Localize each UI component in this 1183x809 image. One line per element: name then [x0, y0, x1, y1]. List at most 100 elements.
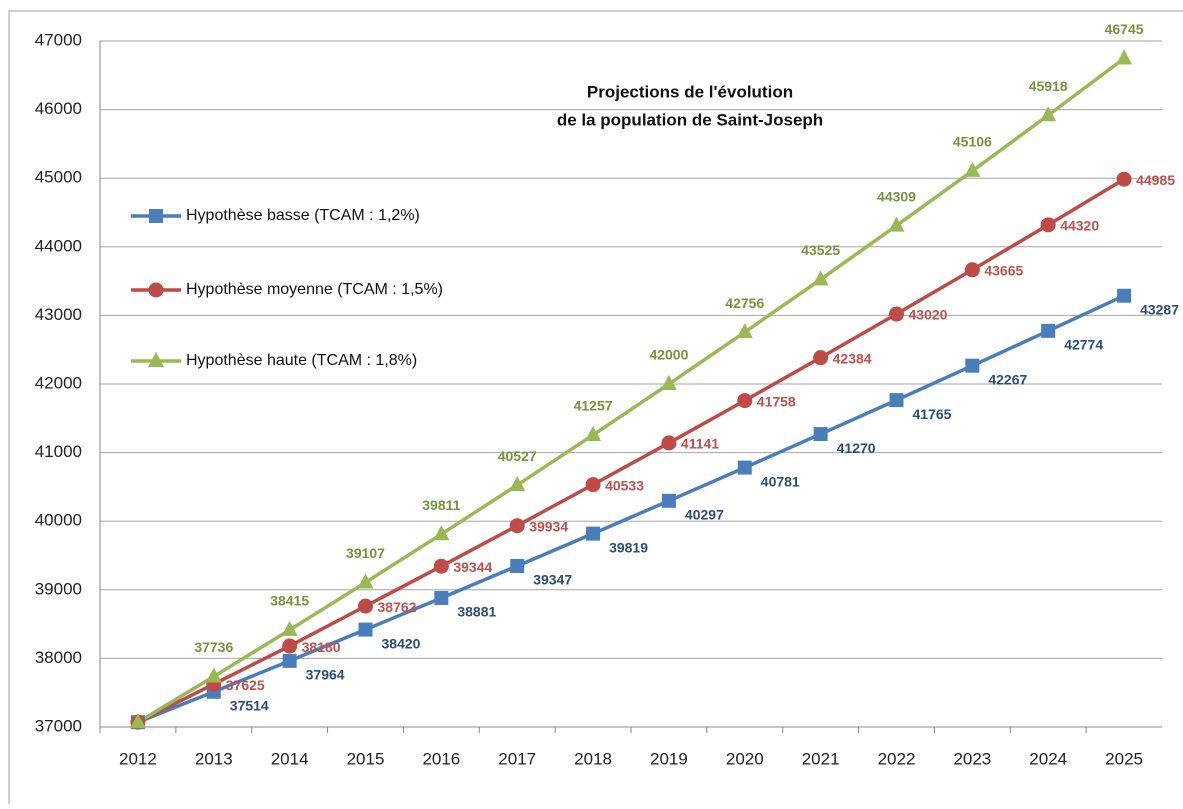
marker	[433, 558, 449, 574]
marker	[1116, 49, 1133, 65]
x-tick-label: 2013	[195, 749, 233, 768]
data-label: 46745	[1105, 21, 1144, 37]
data-label: 42384	[833, 350, 872, 366]
legend-label: Hypothèse haute (TCAM : 1,8%)	[186, 352, 417, 369]
data-label: 41765	[913, 406, 952, 422]
marker	[586, 526, 601, 541]
data-label: 41141	[681, 436, 719, 452]
marker	[433, 525, 450, 541]
data-label: 38881	[457, 604, 496, 620]
y-tick-label: 44000	[35, 236, 82, 255]
marker	[148, 352, 164, 367]
marker	[964, 262, 980, 278]
marker	[1041, 323, 1056, 338]
marker	[585, 425, 602, 441]
data-label: 40533	[605, 477, 644, 493]
x-tick-label: 2024	[1029, 749, 1067, 768]
marker	[1040, 106, 1057, 122]
marker	[660, 375, 677, 390]
data-label: 42000	[649, 347, 688, 363]
y-tick-label: 42000	[35, 373, 82, 392]
x-tick-label: 2012	[119, 749, 157, 768]
y-tick-label: 37000	[35, 716, 82, 735]
marker	[509, 476, 526, 492]
data-label: 43020	[909, 307, 948, 323]
series-line	[137, 294, 1125, 724]
marker	[661, 493, 676, 508]
marker	[889, 306, 904, 322]
y-tick-label: 38000	[35, 648, 82, 667]
data-label: 37514	[230, 697, 269, 713]
y-tick-label: 40000	[35, 511, 82, 530]
marker	[129, 713, 146, 729]
data-label: 41257	[574, 398, 613, 414]
data-label: 39344	[453, 559, 492, 575]
y-tick-label: 46000	[35, 99, 82, 118]
x-tick-label: 2018	[574, 749, 612, 768]
x-tick-label: 2022	[878, 749, 916, 768]
marker	[510, 558, 525, 573]
data-label: 41758	[757, 393, 796, 409]
marker	[357, 573, 374, 589]
data-label: 39107	[346, 545, 385, 561]
x-tick-label: 2017	[498, 749, 536, 768]
data-label: 41270	[837, 440, 876, 456]
marker	[661, 435, 677, 451]
marker	[964, 161, 981, 177]
y-tick-label: 47000	[35, 30, 82, 49]
marker	[737, 460, 752, 475]
x-tick-label: 2016	[422, 749, 460, 768]
data-label: 39819	[609, 539, 648, 555]
y-tick-label: 41000	[35, 442, 82, 461]
marker	[281, 620, 298, 636]
legend-label: Hypothèse moyenne (TCAM : 1,5%)	[186, 281, 443, 298]
data-label: 40527	[498, 448, 537, 464]
marker	[812, 270, 829, 286]
data-label: 43665	[984, 262, 1023, 278]
marker	[358, 598, 373, 614]
data-label: 38762	[378, 599, 417, 615]
marker	[1116, 171, 1132, 187]
data-label: 44320	[1060, 218, 1099, 234]
data-label: 43287	[1140, 301, 1179, 317]
data-label: 38420	[382, 635, 421, 651]
marker	[282, 653, 297, 668]
marker	[965, 358, 980, 373]
y-tick-label: 43000	[35, 305, 82, 324]
y-tick-label: 45000	[35, 168, 82, 187]
marker	[737, 393, 753, 409]
marker	[585, 477, 601, 493]
marker	[889, 393, 904, 408]
data-label: 45106	[953, 134, 992, 150]
marker	[434, 590, 449, 605]
chart-frame	[8, 10, 1183, 809]
data-label: 42756	[725, 295, 764, 311]
data-label: 39347	[533, 572, 572, 588]
marker	[1040, 217, 1056, 233]
data-label: 39934	[529, 518, 568, 534]
marker	[282, 638, 298, 654]
marker	[888, 216, 905, 232]
x-tick-label: 2021	[802, 749, 840, 768]
data-label: 37736	[194, 639, 233, 655]
series-line	[137, 177, 1125, 724]
marker	[813, 427, 828, 442]
data-label: 43525	[801, 242, 840, 258]
legend-label: Hypothèse basse (TCAM : 1,2%)	[186, 207, 420, 224]
marker	[149, 209, 163, 223]
data-label: 40297	[685, 507, 724, 523]
data-label: 38180	[302, 639, 341, 655]
data-label: 44985	[1136, 172, 1175, 188]
data-label: 42267	[988, 371, 1027, 387]
data-label: 38415	[270, 593, 309, 609]
y-tick-label: 39000	[35, 579, 82, 598]
x-tick-label: 2015	[347, 749, 385, 768]
data-label: 40781	[761, 473, 800, 489]
marker	[205, 667, 222, 683]
x-tick-label: 2020	[726, 749, 764, 768]
chart-title: de la population de Saint-Joseph	[557, 110, 823, 129]
x-tick-label: 2014	[271, 749, 309, 768]
marker	[358, 622, 373, 637]
series-line	[137, 57, 1126, 724]
